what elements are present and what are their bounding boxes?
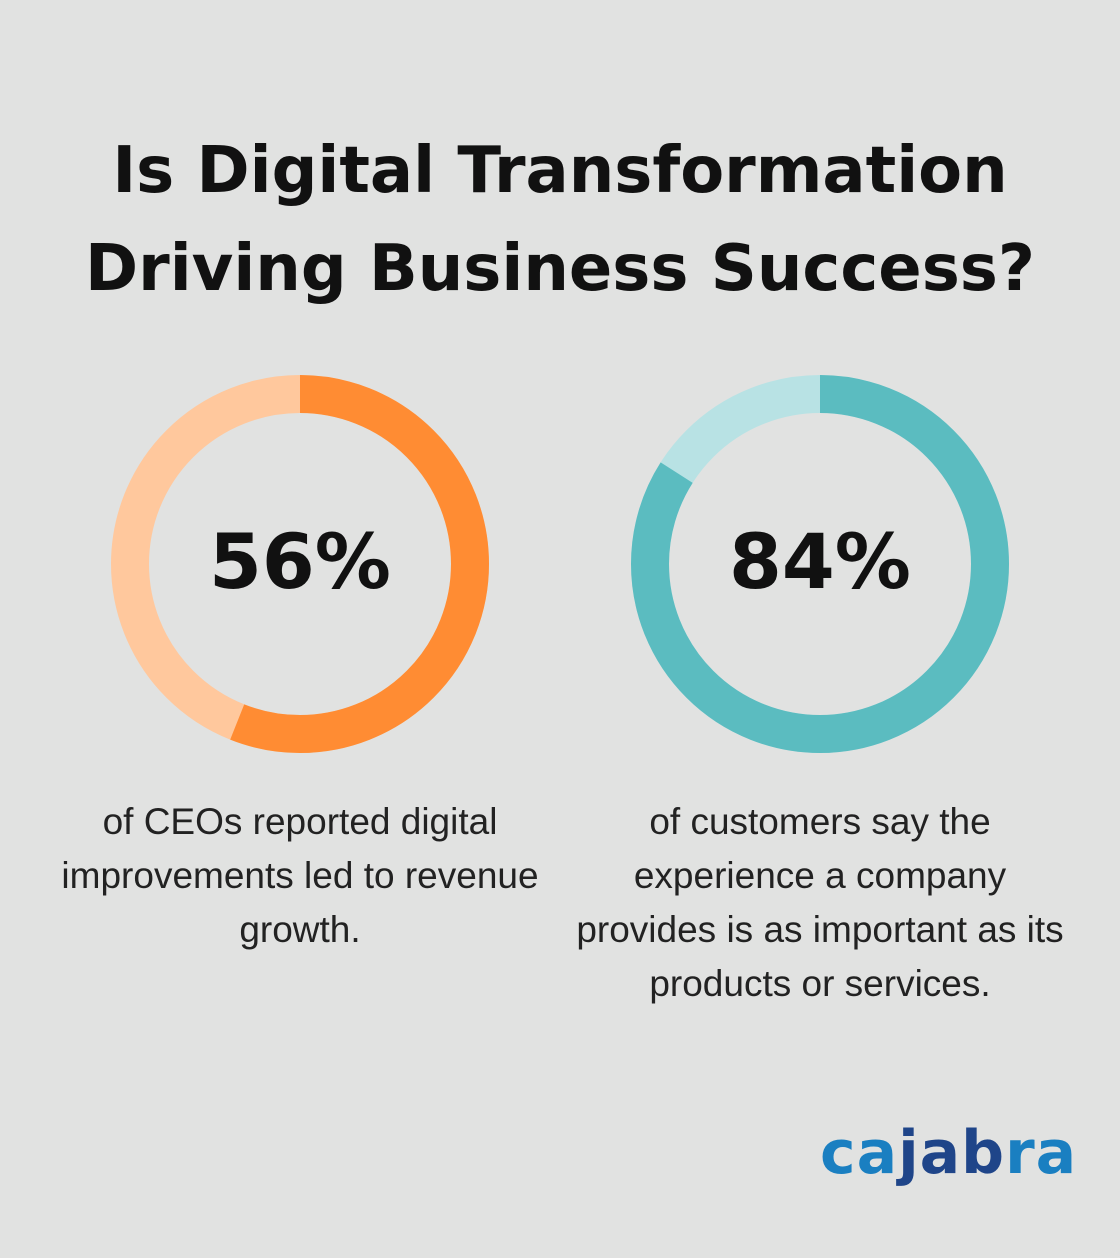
logo-part-3: ra [1005, 1118, 1078, 1188]
logo-part-2: jab [898, 1118, 1006, 1188]
donut-value-arc [111, 375, 489, 753]
page-title: Is Digital Transformation Driving Busine… [0, 122, 1120, 318]
customers-description: of customers say the experience a compan… [576, 801, 1064, 1004]
donut-chart-ceos: 56% [111, 375, 489, 753]
donut-chart-customers: 84% [631, 375, 1009, 753]
title-line-1: Is Digital Transformation [112, 134, 1008, 208]
percentage-label: 56% [209, 517, 391, 606]
donut-svg [631, 375, 1009, 753]
donut-value-arc [631, 375, 1009, 753]
title-line-2: Driving Business Success? [85, 232, 1035, 306]
ceos-description: of CEOs reported digital improvements le… [61, 801, 539, 950]
logo-part-1: ca [820, 1118, 899, 1188]
cajabra-logo: cajabra [820, 1118, 1077, 1188]
percentage-label: 84% [729, 517, 911, 606]
donut-svg [111, 375, 489, 753]
